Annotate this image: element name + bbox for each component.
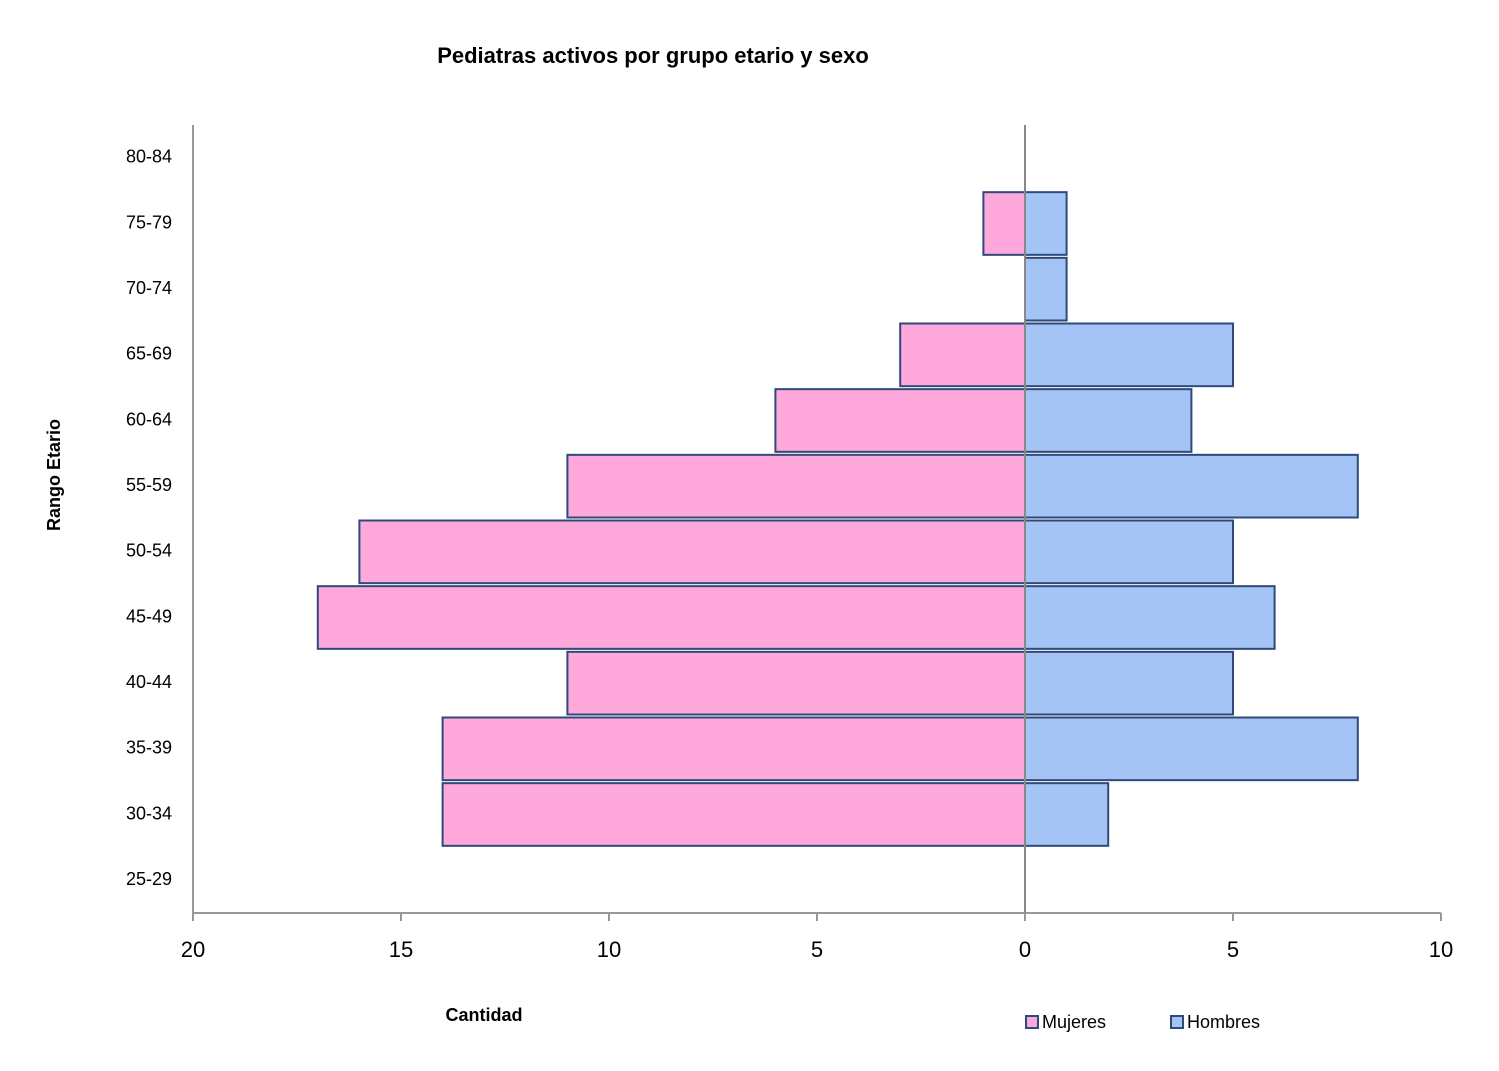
y-tick-label: 80-84	[126, 147, 172, 167]
y-tick-label: 60-64	[126, 409, 172, 429]
y-tick-label: 40-44	[126, 672, 172, 692]
y-axis-label: Rango Etario	[44, 419, 64, 531]
y-tick-label: 75-79	[126, 212, 172, 232]
bar	[1024, 322, 1234, 388]
bar	[982, 191, 1027, 256]
x-tick-label: 15	[389, 937, 413, 962]
x-tick-label: 10	[1429, 937, 1453, 962]
x-tick-label: 10	[597, 937, 621, 962]
bar	[1024, 256, 1068, 322]
bar	[1024, 782, 1110, 847]
x-tick-label: 20	[181, 937, 205, 962]
x-tick-label: 0	[1019, 937, 1031, 962]
bar	[1024, 453, 1359, 519]
y-tick-label: 50-54	[126, 541, 172, 561]
y-tick-label: 30-34	[126, 803, 172, 823]
bar	[1024, 585, 1276, 650]
y-tick-label: 55-59	[126, 475, 172, 495]
y-tick-label: 70-74	[126, 278, 172, 298]
legend-label: Mujeres	[1042, 1012, 1106, 1032]
bar	[1024, 191, 1068, 256]
bar	[316, 585, 1026, 650]
bar	[566, 650, 1027, 716]
bar	[441, 782, 1027, 847]
y-tick-label: 45-49	[126, 606, 172, 626]
bar	[566, 453, 1027, 519]
bar	[774, 388, 1027, 453]
legend-label: Hombres	[1187, 1012, 1260, 1032]
bar	[1024, 519, 1234, 585]
y-tick-label: 65-69	[126, 344, 172, 364]
x-tick-label: 5	[1227, 937, 1239, 962]
x-axis-label: Cantidad	[445, 1005, 522, 1025]
y-tick-label: 25-29	[126, 869, 172, 889]
bar	[899, 322, 1027, 388]
bar	[1024, 388, 1193, 453]
legend-swatch	[1025, 1015, 1039, 1029]
x-tick-label: 5	[811, 937, 823, 962]
bar	[1024, 716, 1359, 782]
y-tick-label: 35-39	[126, 738, 172, 758]
chart-title: Pediatras activos por grupo etario y sex…	[437, 43, 869, 68]
bar	[358, 519, 1026, 585]
legend-swatch	[1170, 1015, 1184, 1029]
bar	[441, 716, 1027, 782]
bar	[1024, 650, 1234, 716]
